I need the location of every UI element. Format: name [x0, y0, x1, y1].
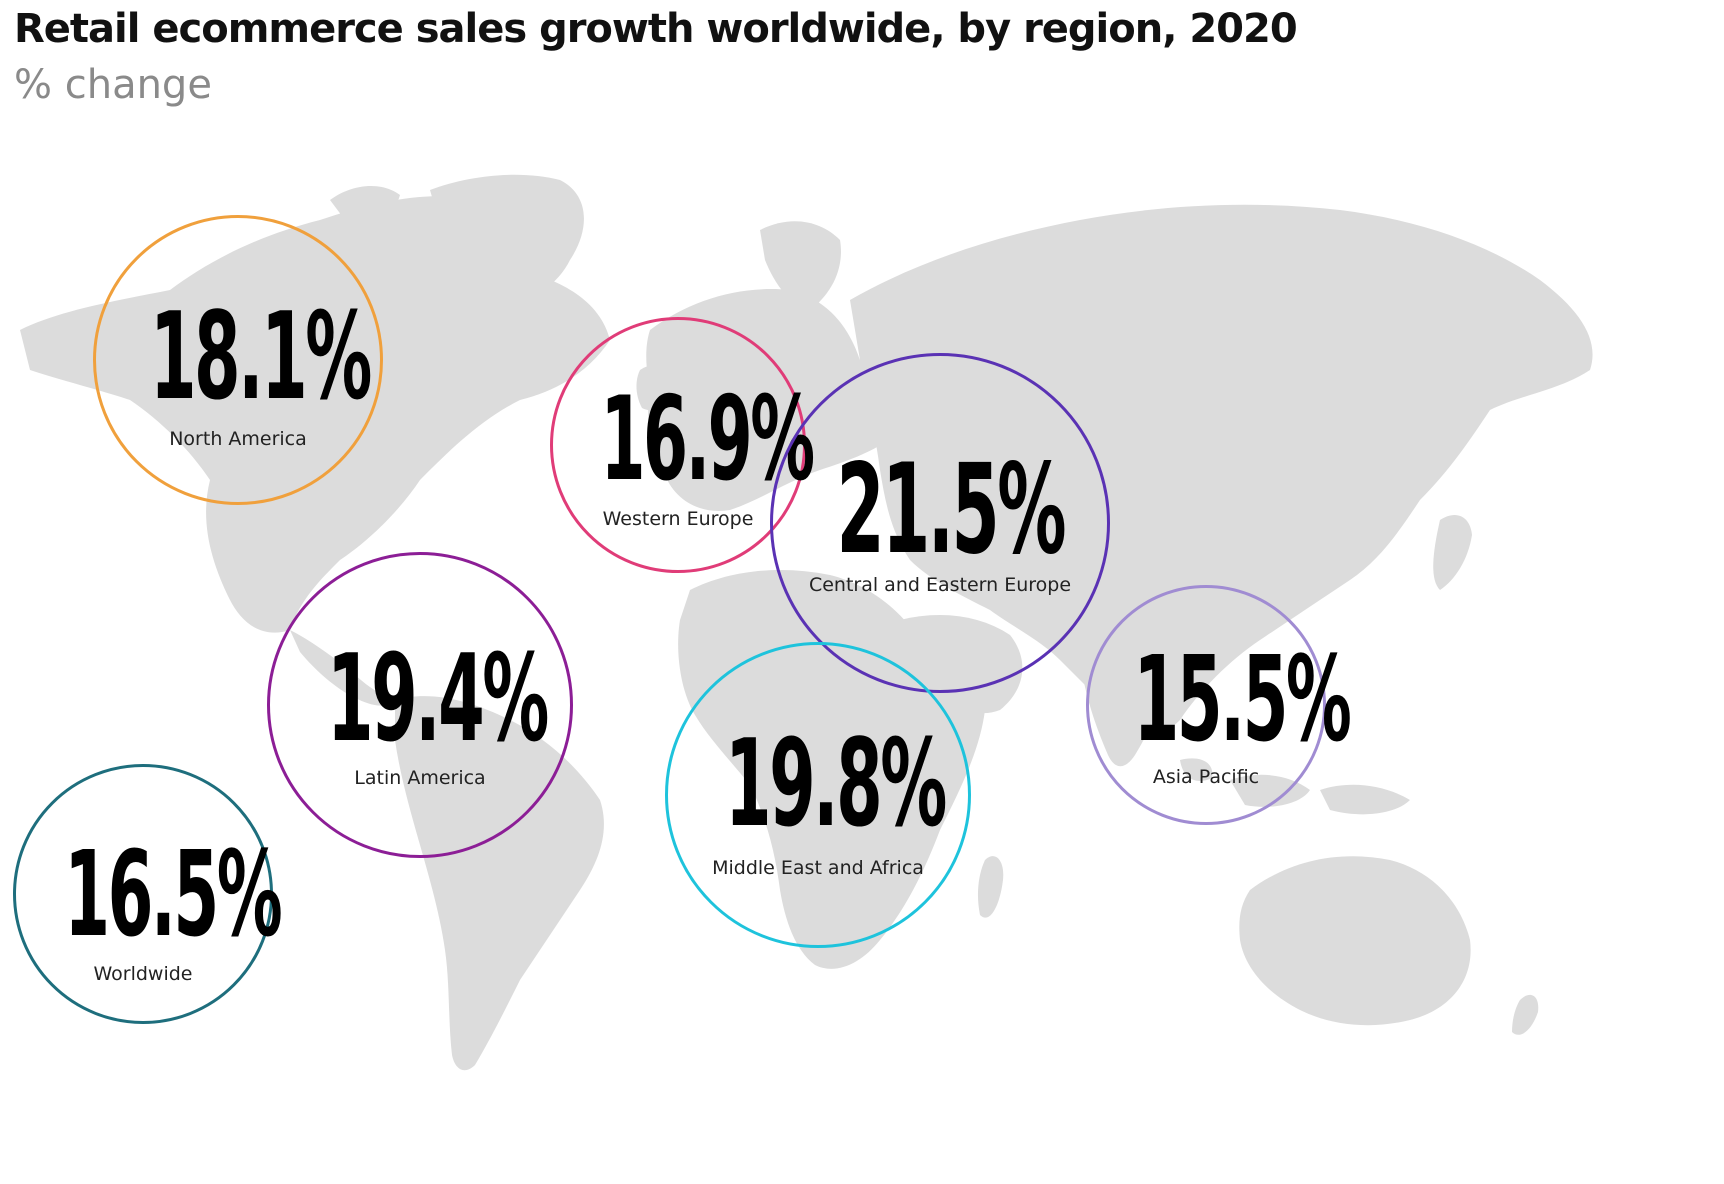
bubble-value: 18.1% [149, 288, 372, 427]
japan-landmass [1433, 515, 1472, 590]
southeast-asia-islands [1180, 758, 1410, 815]
bubble-label: Central and Eastern Europe [808, 574, 1072, 596]
bubble-label: North America [169, 428, 307, 450]
bubble-label: Middle East and Africa [712, 857, 924, 879]
bubble-value: 21.5% [836, 438, 1066, 582]
new-zealand-landmass [1512, 994, 1539, 1035]
chart-title: Retail ecommerce sales growth worldwide,… [14, 6, 1298, 52]
bubble-label: Asia Pacific [1152, 766, 1260, 788]
bubble-label: Latin America [354, 767, 486, 789]
bubble-label: Western Europe [602, 508, 754, 530]
scandinavia-landmass [760, 221, 841, 310]
bubble-worldwide: 16.5% Worldwide [13, 764, 283, 1024]
madagascar-landmass [977, 856, 1004, 918]
bubble-western-europe: 16.9% Western Europe [550, 317, 816, 573]
bubble-latin-america: 19.4% Latin America [267, 552, 573, 858]
bubble-label: Worldwide [93, 963, 193, 985]
bubble-asia-pacific: 15.5% Asia Pacific [1086, 585, 1352, 825]
bubble-central-and-eastern-europe: 21.5% Central and Eastern Europe [770, 353, 1110, 693]
bubble-value: 16.9% [600, 372, 816, 507]
bubble-north-america: 18.1% North America [93, 215, 383, 505]
australia-landmass [1239, 856, 1471, 1026]
bubble-middle-east-and-africa: 19.8% Middle East and Africa [665, 642, 971, 948]
bubble-value: 19.4% [327, 630, 549, 769]
bubble-value: 15.5% [1133, 630, 1351, 768]
greenland-landmass [430, 174, 584, 303]
bubble-value: 16.5% [64, 825, 282, 963]
bubble-value: 19.8% [725, 715, 947, 854]
arctic-islands [290, 185, 400, 249]
chart-subtitle: % change [14, 62, 212, 108]
